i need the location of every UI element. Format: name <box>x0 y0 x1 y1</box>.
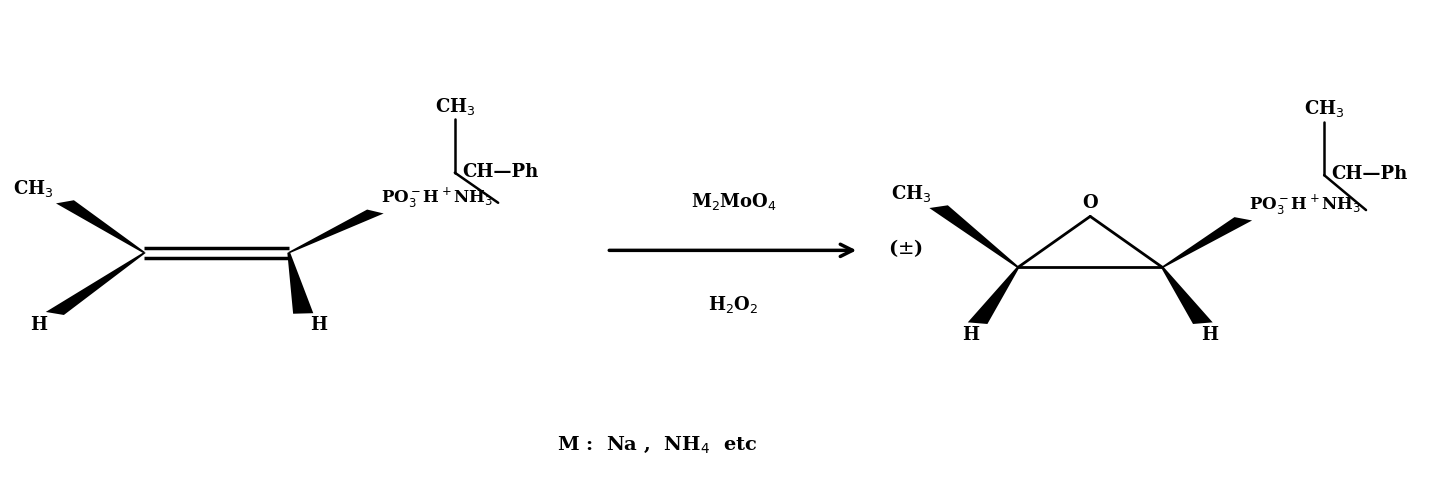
Polygon shape <box>929 205 1019 268</box>
Text: CH$_3$: CH$_3$ <box>13 178 54 199</box>
Polygon shape <box>288 210 384 253</box>
Text: H: H <box>963 326 979 344</box>
Polygon shape <box>288 253 313 314</box>
Text: M :  Na ,  NH$_4$  etc: M : Na , NH$_4$ etc <box>557 434 758 455</box>
Polygon shape <box>57 200 145 253</box>
Text: CH$_3$: CH$_3$ <box>435 96 475 117</box>
Text: CH$_3$: CH$_3$ <box>1304 98 1345 119</box>
Text: O: O <box>1082 194 1098 213</box>
Text: CH—Ph: CH—Ph <box>1332 165 1407 183</box>
Text: H: H <box>1201 326 1218 344</box>
Text: H$_2$O$_2$: H$_2$O$_2$ <box>708 294 759 315</box>
Text: ($\pm$): ($\pm$) <box>888 237 923 259</box>
Text: CH$_3$: CH$_3$ <box>891 183 932 204</box>
Text: H: H <box>31 316 48 334</box>
Polygon shape <box>45 252 145 315</box>
Text: M$_2$MoO$_4$: M$_2$MoO$_4$ <box>691 191 776 212</box>
Text: PO$_3^-$H$^+$NH$_3$: PO$_3^-$H$^+$NH$_3$ <box>381 186 493 210</box>
Text: PO$_3^-$H$^+$NH$_3$: PO$_3^-$H$^+$NH$_3$ <box>1249 193 1361 218</box>
Polygon shape <box>1160 267 1213 324</box>
Polygon shape <box>968 267 1019 324</box>
Text: CH—Ph: CH—Ph <box>462 163 538 181</box>
Text: H: H <box>310 316 327 334</box>
Polygon shape <box>1162 217 1252 268</box>
